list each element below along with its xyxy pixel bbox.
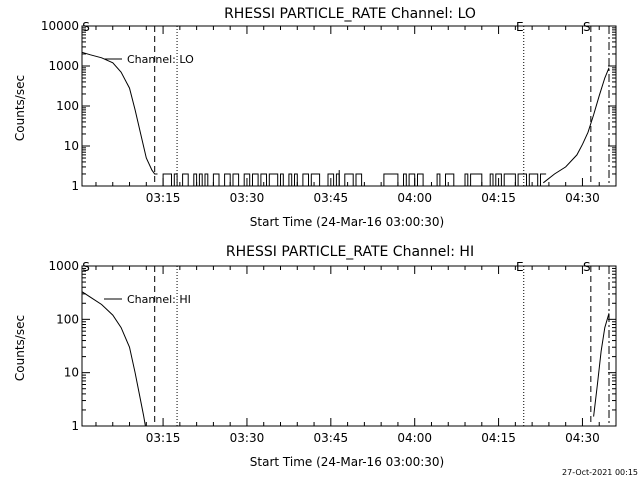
hi-event-marker-label: S: [82, 260, 90, 274]
hi-legend-label: Channel: HI: [127, 293, 191, 306]
lo-x-tick-label: 04:15: [481, 191, 516, 205]
hi-series-line-0: [81, 291, 146, 427]
hi-series-line-1: [593, 313, 610, 417]
hi-x-tick-label: 03:45: [314, 431, 349, 445]
hi-event-marker-label: S: [583, 260, 591, 274]
hi-y-tick-label: 1: [71, 419, 79, 433]
hi-event-marker-label: E: [516, 260, 524, 274]
lo-chart-title: RHESSI PARTICLE_RATE Channel: LO: [224, 6, 476, 22]
hi-channel-panel: RHESSI PARTICLE_RATE Channel: HI Counts/…: [13, 244, 617, 469]
lo-x-tick-label: 03:45: [314, 191, 349, 205]
hi-x-tick-label: 04:00: [397, 431, 432, 445]
lo-y-tick-label: 100: [56, 99, 79, 113]
lo-event-marker-label: S: [82, 20, 90, 34]
lo-legend-label: Channel: LO: [127, 53, 194, 66]
hi-y-tick-label: 10: [64, 366, 79, 380]
lo-x-tick-label: 04:00: [397, 191, 432, 205]
lo-event-marker-label: E: [516, 20, 524, 34]
lo-y-tick-label: 1: [71, 179, 79, 193]
hi-y-tick-label: 1000: [48, 259, 79, 273]
hi-x-tick-label: 03:30: [230, 431, 265, 445]
lo-plot-frame: [81, 25, 617, 187]
hi-x-tick-label: 04:30: [565, 431, 600, 445]
footer-timestamp: 27-Oct-2021 00:15: [562, 468, 638, 477]
lo-series-line-0: [81, 51, 158, 175]
lo-x-axis-label: Start Time (24-Mar-16 03:00:30): [250, 215, 444, 229]
lo-y-tick-label: 10: [64, 139, 79, 153]
lo-y-axis-label: Counts/sec: [13, 75, 27, 141]
lo-x-tick-label: 04:30: [565, 191, 600, 205]
lo-y-tick-label: 1000: [48, 59, 79, 73]
lo-channel-panel: RHESSI PARTICLE_RATE Channel: LO Counts/…: [13, 6, 617, 229]
lo-series-line-1: [542, 67, 610, 184]
lo-event-marker-label: S: [583, 20, 591, 34]
hi-x-axis-label: Start Time (24-Mar-16 03:00:30): [250, 455, 444, 469]
hi-chart-title: RHESSI PARTICLE_RATE Channel: HI: [226, 244, 474, 260]
hi-y-axis-label: Counts/sec: [13, 315, 27, 381]
lo-x-tick-label: 03:15: [146, 191, 181, 205]
lo-noise-line: [157, 173, 547, 187]
lo-x-tick-label: 03:30: [230, 191, 265, 205]
hi-x-tick-label: 04:15: [481, 431, 516, 445]
hi-plot-frame: [81, 265, 617, 427]
hi-x-tick-label: 03:15: [146, 431, 181, 445]
lo-y-tick-label: 10000: [41, 19, 79, 33]
hi-y-tick-label: 100: [56, 312, 79, 326]
